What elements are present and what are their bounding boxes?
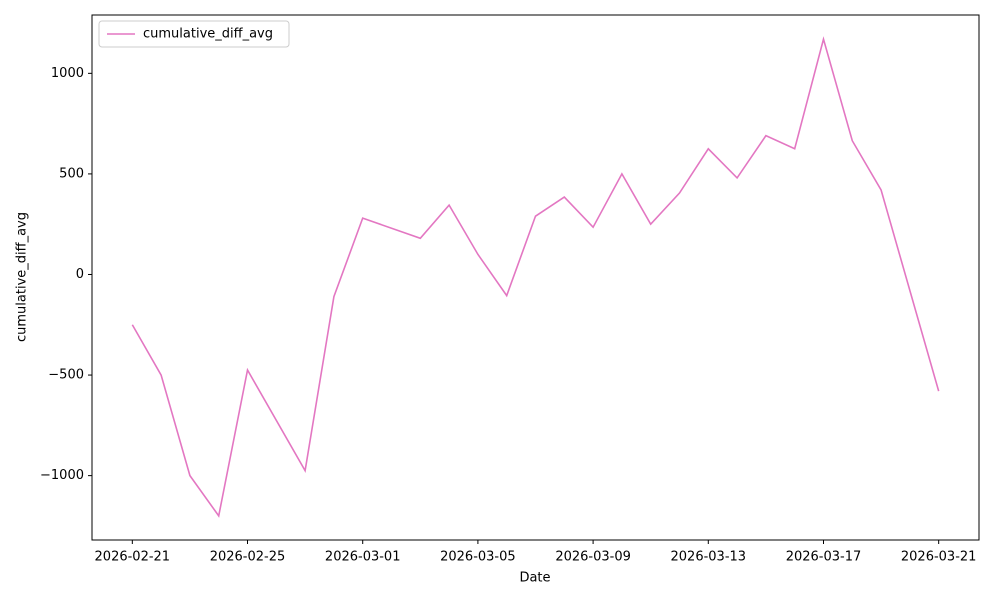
y-tick-label: −1000 [40, 468, 84, 483]
y-tick-label: 0 [76, 267, 84, 282]
y-tick-label: 500 [59, 166, 84, 181]
x-tick-label: 2026-03-05 [440, 550, 516, 565]
y-tick-label: −500 [48, 368, 84, 383]
x-tick-label: 2026-03-09 [555, 550, 631, 565]
x-tick-label: 2026-03-01 [325, 550, 401, 565]
x-tick-label: 2026-02-25 [210, 550, 286, 565]
legend-label: cumulative_diff_avg [143, 27, 273, 42]
plot-frame [91, 14, 980, 541]
x-tick-label: 2026-03-13 [671, 550, 747, 565]
legend-box [98, 20, 290, 48]
y-axis-label: cumulative_diff_avg [15, 212, 30, 342]
x-tick-label: 2026-02-21 [95, 550, 171, 565]
x-tick-label: 2026-03-21 [901, 550, 977, 565]
x-axis-label: Date [519, 571, 550, 586]
x-tick-label: 2026-03-17 [786, 550, 862, 565]
y-tick-label: 1000 [51, 66, 84, 81]
line [131, 36, 940, 518]
